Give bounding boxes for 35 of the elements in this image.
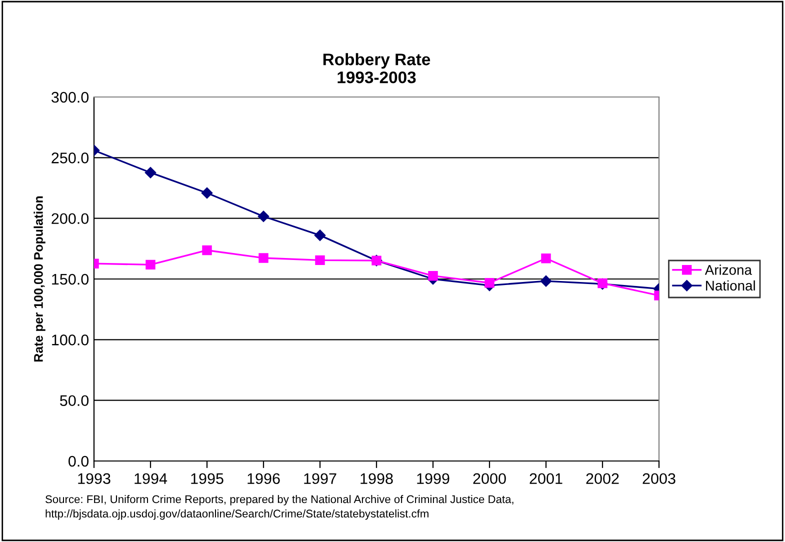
y-tick-label: 250.0	[52, 152, 89, 164]
y-axis-title: Rate per 100,000 Population	[34, 196, 46, 362]
point	[258, 210, 270, 222]
legend-label: National	[706, 280, 755, 291]
x-tick-label: 1994	[134, 473, 168, 484]
point	[314, 230, 326, 241]
point	[428, 270, 438, 281]
point	[484, 278, 494, 288]
y-tick-label: 150.0	[52, 274, 89, 285]
point	[201, 187, 213, 199]
point	[144, 166, 156, 178]
x-tick-label: 2001	[530, 473, 562, 484]
y-tick-label: 0.0	[68, 456, 89, 467]
point	[202, 245, 212, 256]
y-tick-label: 200.0	[52, 213, 89, 224]
x-tick-label: 1995	[191, 473, 224, 484]
chart-title: Robbery Rate 1993-2003	[323, 53, 430, 84]
x-tick-label: 1993	[78, 473, 110, 484]
x-tick-label: 1999	[417, 473, 450, 484]
point	[315, 255, 325, 266]
point	[540, 275, 552, 287]
x-tick-label: 1998	[360, 473, 393, 484]
x-tick-label: 2002	[586, 473, 619, 484]
point	[146, 260, 156, 270]
x-tick-label: 1997	[304, 473, 336, 484]
x-tick-label: 2000	[473, 473, 506, 484]
source-note: Source: FBI, Uniform Crime Reports, prepared by the National Archive of Criminal Justice Data, http://bjsdata.ojp.usdoj.gov/dataonline/Search/Crime/State/statebystatelist.cfm	[46, 495, 514, 520]
point	[258, 253, 268, 263]
y-tick-label: 300.0	[51, 92, 89, 103]
legend-label: Arizona	[704, 264, 752, 275]
point	[541, 254, 551, 264]
y-tick-label: 100.0	[52, 334, 89, 346]
y-tick-label: 50.0	[60, 395, 89, 406]
x-tick-label: 1996	[248, 473, 280, 484]
x-tick-label: 2003	[642, 473, 676, 484]
